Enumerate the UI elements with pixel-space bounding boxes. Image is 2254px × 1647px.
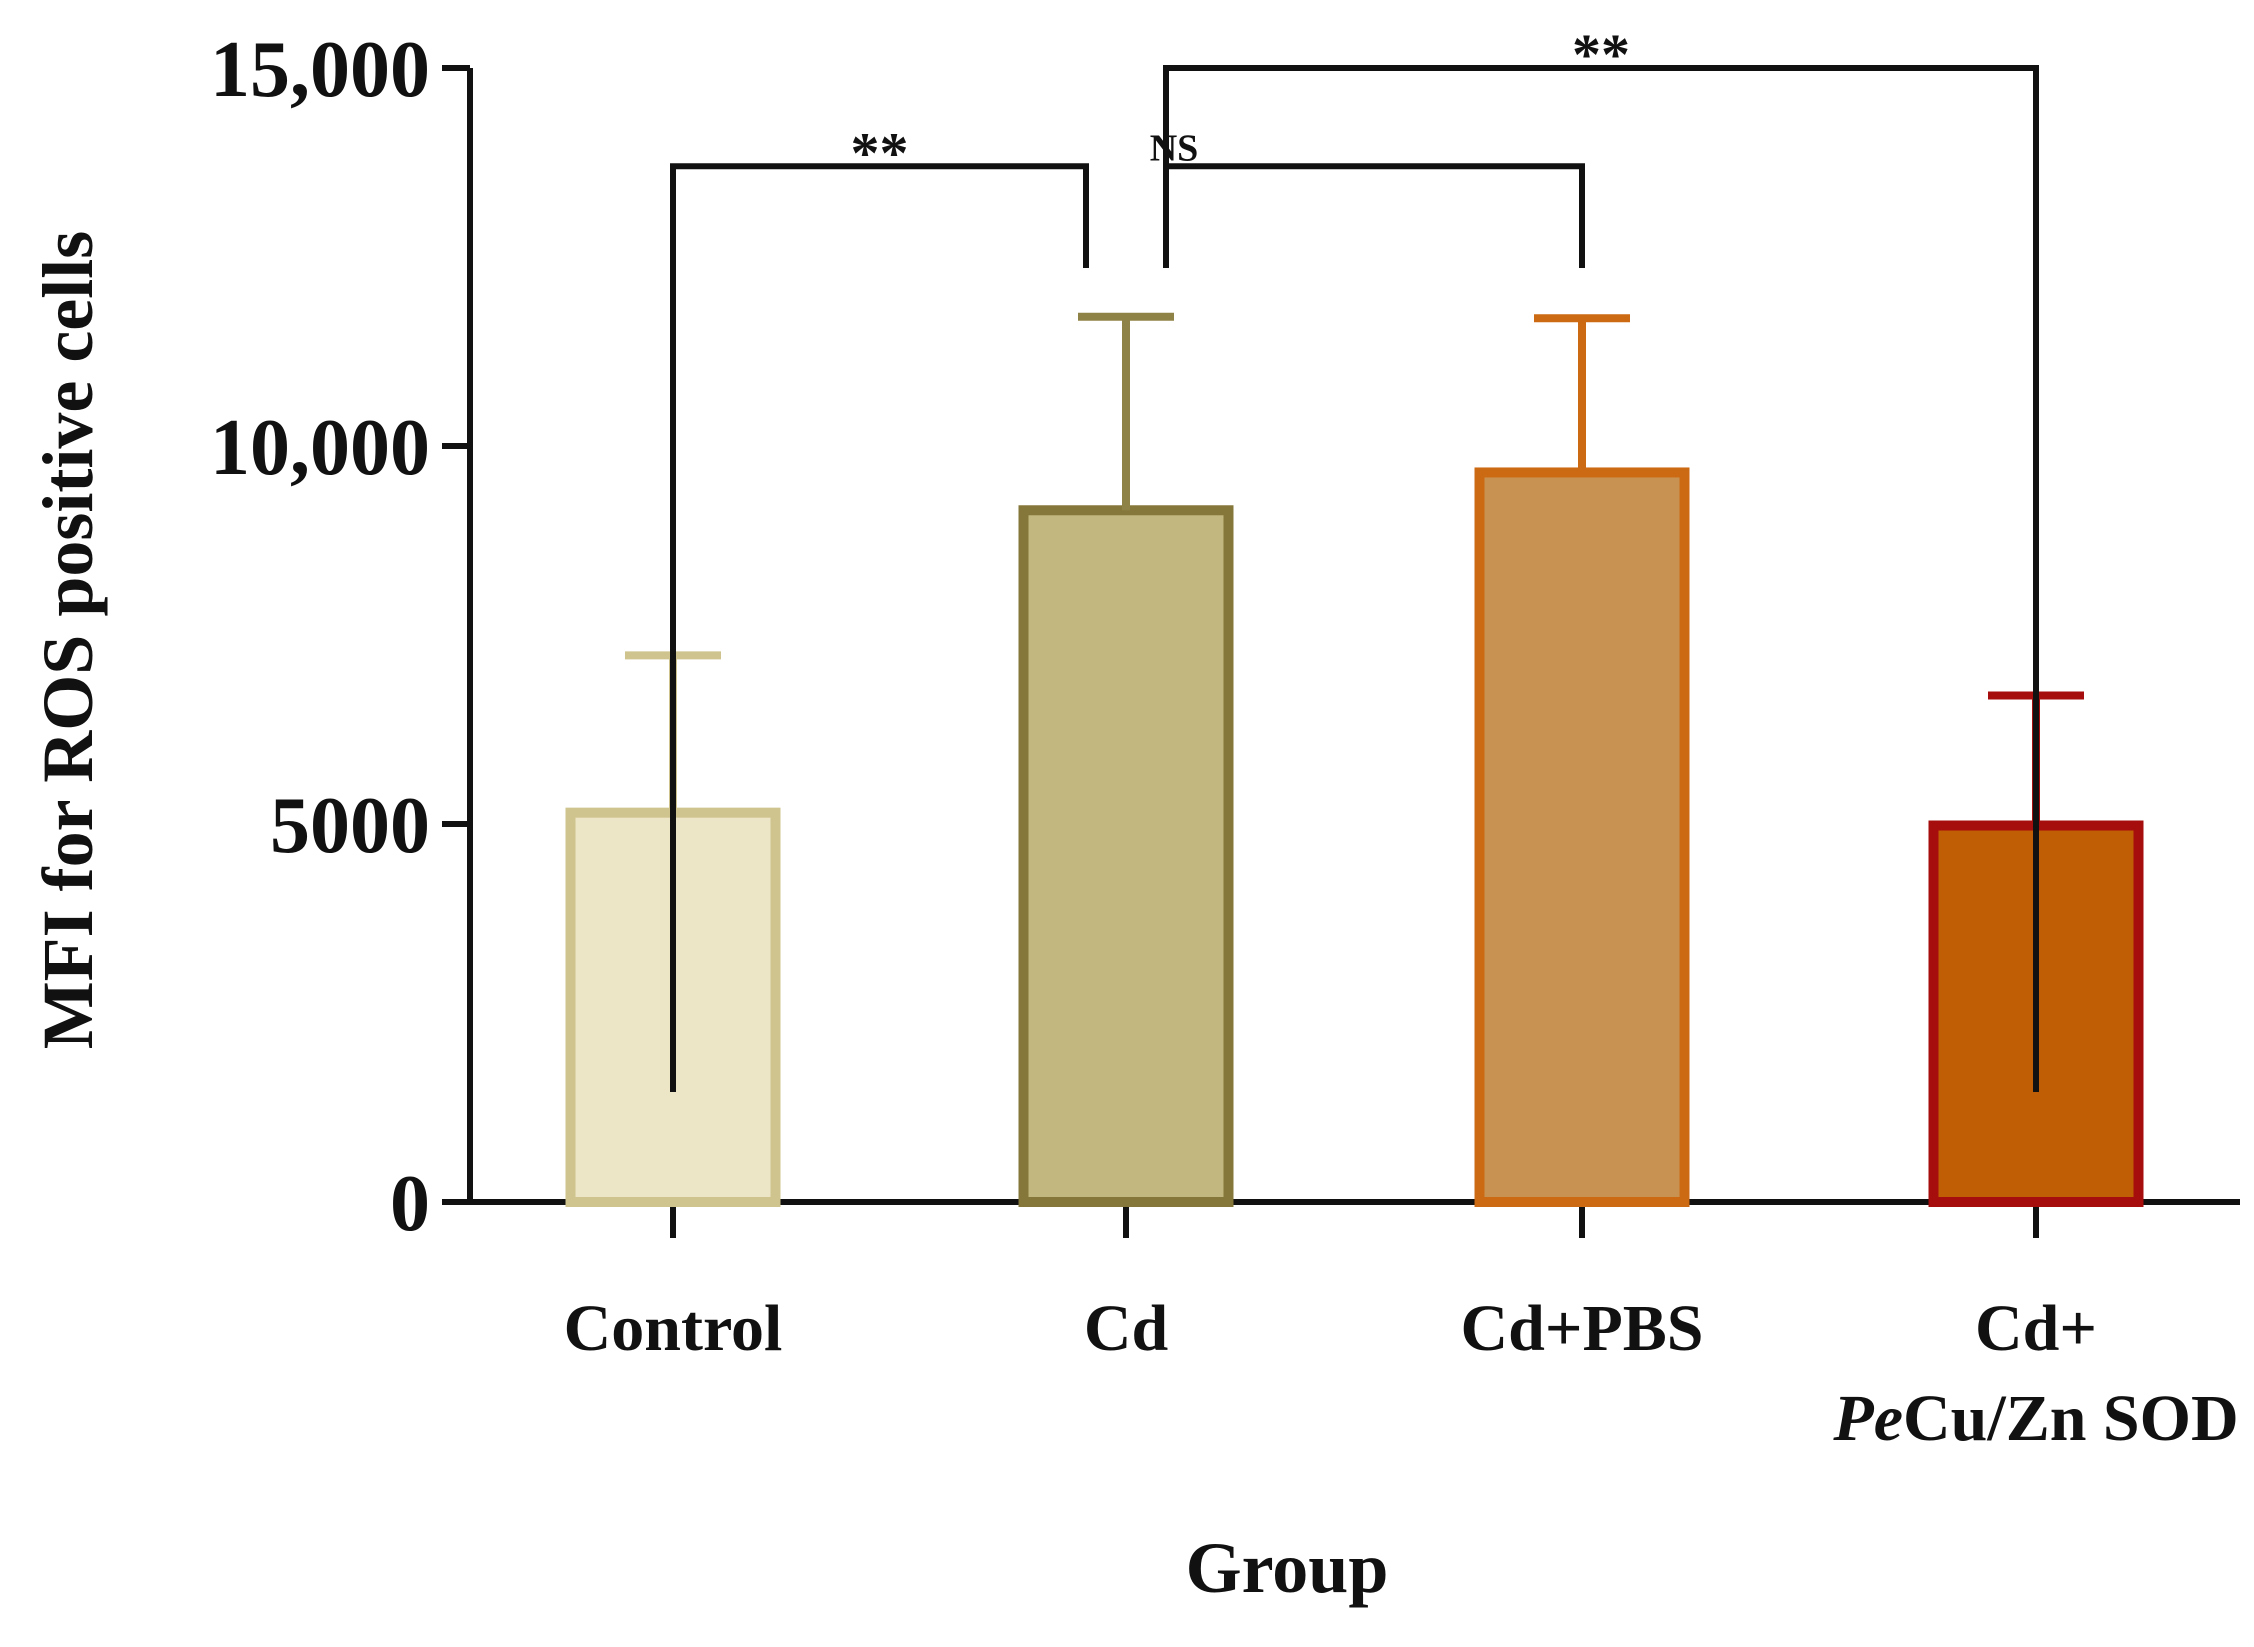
bars-group xyxy=(565,467,2144,1208)
category-label: Control xyxy=(564,1292,783,1365)
category-label-rest-part: Cu/Zn SOD xyxy=(1903,1382,2239,1455)
y-tick-label: 5000 xyxy=(270,782,430,870)
significance-bracket xyxy=(1163,65,2039,1092)
significance-label: NS xyxy=(1150,127,1199,169)
significance-bracket xyxy=(1163,163,1585,268)
x-axis xyxy=(467,1199,2240,1238)
category-label: Cd xyxy=(1084,1292,1168,1365)
category-label: Cd+ xyxy=(1975,1292,2097,1365)
y-tick-label: 15,000 xyxy=(210,26,430,114)
significance-brackets: ** NS ** xyxy=(670,22,2039,1092)
y-axis-title: MFI for ROS positive cells xyxy=(28,231,108,1050)
y-tick-label: 0 xyxy=(390,1160,430,1248)
significance-label: ** xyxy=(1572,22,1630,87)
significance-label: ** xyxy=(851,120,909,185)
significance-bracket xyxy=(670,163,1089,1092)
bar xyxy=(1018,505,1234,1207)
y-axis: 0 5000 10,000 15,000 xyxy=(210,26,473,1248)
category-labels: Control Cd Cd+PBS Cd+ PeCu/Zn SOD xyxy=(564,1292,2239,1455)
category-label-line2: PeCu/Zn SOD xyxy=(1832,1382,2238,1455)
bar xyxy=(1474,467,1690,1207)
category-label-italic-part: Pe xyxy=(1832,1382,1903,1455)
y-tick-label: 10,000 xyxy=(210,404,430,492)
x-axis-title: Group xyxy=(1186,1528,1389,1608)
category-label: Cd+PBS xyxy=(1460,1292,1703,1365)
error-bars-group xyxy=(625,312,2084,826)
